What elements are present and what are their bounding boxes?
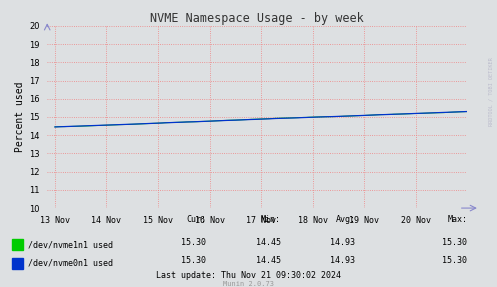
Text: /dev/nvme1n1 used: /dev/nvme1n1 used bbox=[28, 240, 113, 249]
Text: 15.30: 15.30 bbox=[442, 257, 467, 265]
Y-axis label: Percent used: Percent used bbox=[15, 82, 25, 152]
Text: 15.30: 15.30 bbox=[442, 238, 467, 247]
Text: Min:: Min: bbox=[261, 216, 281, 224]
Text: 14.45: 14.45 bbox=[256, 238, 281, 247]
Text: /dev/nvme0n1 used: /dev/nvme0n1 used bbox=[28, 259, 113, 268]
Text: 15.30: 15.30 bbox=[181, 257, 206, 265]
Text: Last update: Thu Nov 21 09:30:02 2024: Last update: Thu Nov 21 09:30:02 2024 bbox=[156, 271, 341, 280]
Text: 14.93: 14.93 bbox=[331, 238, 355, 247]
Title: NVME Namespace Usage - by week: NVME Namespace Usage - by week bbox=[150, 12, 364, 25]
Text: 14.93: 14.93 bbox=[331, 257, 355, 265]
Text: Max:: Max: bbox=[447, 216, 467, 224]
Text: 14.45: 14.45 bbox=[256, 257, 281, 265]
Text: RRDTOOL / TOBI OETIKER: RRDTOOL / TOBI OETIKER bbox=[489, 57, 494, 126]
Text: Munin 2.0.73: Munin 2.0.73 bbox=[223, 281, 274, 287]
Text: Cur:: Cur: bbox=[186, 216, 206, 224]
Text: Avg:: Avg: bbox=[335, 216, 355, 224]
Text: 15.30: 15.30 bbox=[181, 238, 206, 247]
